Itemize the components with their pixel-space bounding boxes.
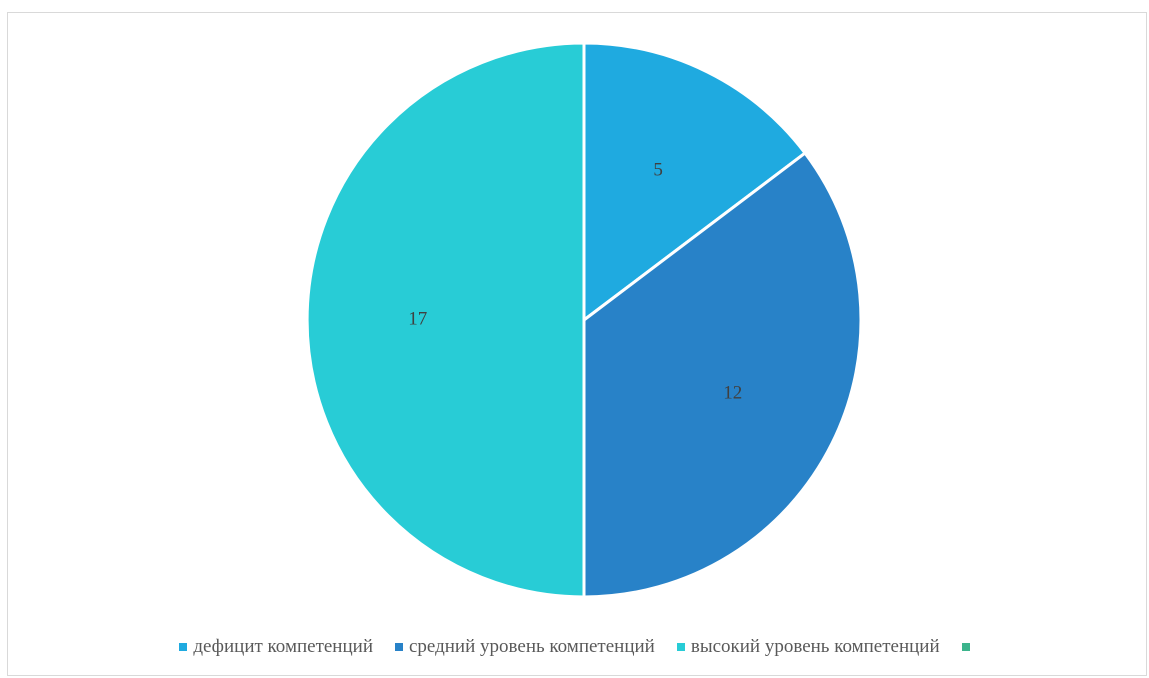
legend-item-4: [962, 643, 970, 651]
legend-swatch-3: [677, 643, 685, 651]
data-label-2: 12: [723, 382, 742, 403]
legend-label-2: средний уровень компетенций: [409, 636, 655, 658]
legend-swatch-2: [395, 643, 403, 651]
pie-slice-3: [307, 43, 584, 597]
legend-label-3: высокий уровень компетенций: [691, 636, 940, 658]
legend-label-1: дефицит компетенций: [193, 636, 373, 658]
legend-swatch-1: [179, 643, 187, 651]
chart-legend: дефицит компетенций средний уровень компе…: [0, 636, 1149, 658]
legend-item-2: средний уровень компетенций: [395, 636, 655, 658]
legend-item-1: дефицит компетенций: [179, 636, 373, 658]
legend-item-3: высокий уровень компетенций: [677, 636, 940, 658]
legend-swatch-4: [962, 643, 970, 651]
data-label-3: 17: [408, 308, 427, 329]
data-label-1: 5: [653, 160, 663, 181]
